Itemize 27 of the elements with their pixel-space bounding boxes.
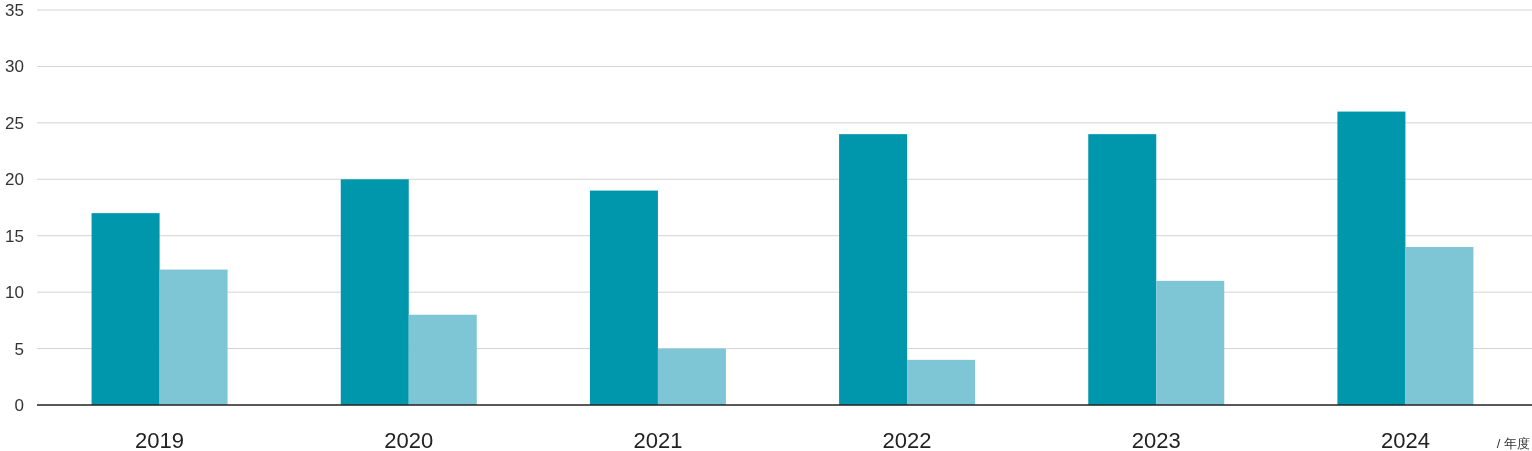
y-tick-label: 10 [5,283,24,303]
y-tick-label: 25 [5,113,24,133]
x-tick-label: 2020 [384,428,434,451]
bar [1405,247,1474,405]
bar [589,190,658,405]
bar [159,269,228,405]
y-tick-label: 5 [14,339,24,359]
bar [408,314,477,405]
bar [657,348,726,405]
x-tick-label: 2019 [135,428,185,451]
bar [907,359,976,405]
bar [1088,134,1157,405]
bar [91,213,160,405]
bar [839,134,908,405]
y-tick-label: 20 [5,170,24,190]
y-tick-label: 0 [14,396,24,415]
x-tick-label: 2024 [1380,428,1430,451]
y-tick-label: 15 [5,226,24,246]
x-tick-label: 2023 [1131,428,1181,451]
bar [340,179,409,405]
x-axis-title: / 年度 [1496,436,1530,451]
bar [1156,280,1225,405]
y-tick-label: 35 [5,1,24,20]
x-tick-label: 2022 [882,428,932,451]
bar [1337,111,1406,405]
x-tick-label: 2021 [633,428,683,451]
y-tick-label: 30 [5,57,24,77]
